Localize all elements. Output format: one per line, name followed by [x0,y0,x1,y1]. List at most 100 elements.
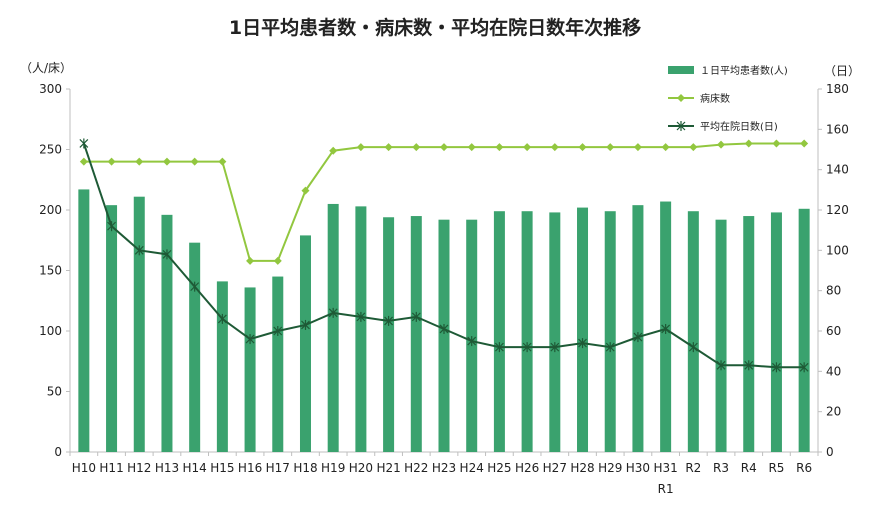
x-tick-label: R4 [741,461,757,475]
x-tick-sublabel: R1 [658,482,674,496]
x-tick-label: R3 [713,461,729,475]
right-tick-label: 160 [826,122,849,136]
x-tick-label: H10 [72,461,96,475]
x-tick-label: H12 [127,461,151,475]
point-avg-stay [772,362,781,373]
point-avg-stay [661,323,671,334]
lines-layer [79,138,809,373]
left-tick-label: 0 [54,445,62,459]
point-beds [467,143,476,152]
bar-patients [355,206,367,452]
left-tick-label: 150 [39,264,62,278]
point-beds [523,143,532,152]
right-tick-label: 0 [826,445,834,459]
point-avg-stay [134,245,144,256]
point-beds [578,143,587,152]
right-tick-label: 140 [826,163,849,177]
x-tick-label: H28 [570,461,594,475]
x-tick-label: H14 [183,461,207,475]
point-avg-stay [744,360,754,371]
point-beds [384,143,393,152]
x-tick-label: H18 [293,461,317,475]
bars-layer [78,189,810,452]
x-tick-label: H22 [404,461,428,475]
point-avg-stay [273,326,283,336]
point-avg-stay [384,315,394,326]
right-tick-label: 100 [826,243,849,257]
bar-patients [272,276,284,452]
point-avg-stay [467,336,477,347]
point-avg-stay [217,313,227,324]
x-tick-label: H27 [543,461,567,475]
x-tick-label: H21 [376,461,400,475]
legend-label-beds: 病床数 [700,92,730,105]
bar-patients [189,242,201,452]
point-avg-stay [688,342,698,353]
point-beds [633,143,642,152]
right-tick-label: 40 [826,364,841,378]
point-beds [329,146,338,155]
bar-patients [216,281,228,452]
bar-patients [687,211,699,452]
point-beds [440,143,448,152]
point-beds [606,143,615,152]
bar-patients [632,205,644,452]
x-tick-label: R6 [796,461,812,475]
point-beds [550,143,559,152]
x-tick-label: H15 [210,461,234,475]
bar-patients [604,211,616,452]
left-axis-unit: （人/床） [20,61,72,75]
point-beds [661,143,670,152]
point-beds [772,139,781,148]
point-avg-stay [578,338,587,349]
point-beds [356,143,365,152]
x-tick-label: H30 [626,461,650,475]
legend-marker-beds [677,94,685,102]
x-tick-label: H11 [99,461,123,475]
bar-patients [133,196,145,452]
bar-patients [466,219,478,452]
chart-title: 1日平均患者数・病床数・平均在院日数年次推移 [229,16,641,39]
point-avg-stay [79,138,89,149]
point-beds [717,140,726,149]
point-beds [246,256,255,265]
right-tick-label: 80 [826,284,841,298]
bar-patients [327,203,339,452]
x-tick-label: H25 [487,461,511,475]
right-tick-label: 20 [826,405,841,419]
bar-patients [78,189,90,452]
point-avg-stay [301,319,310,330]
bar-patients [161,214,173,452]
point-beds [301,186,310,195]
legend-marker-avg-stay [676,121,686,131]
bar-patients [299,235,311,452]
point-beds [273,256,282,265]
point-beds [79,157,88,166]
point-avg-stay [356,311,366,322]
bar-patients [743,216,755,452]
bar-patients [106,205,118,452]
bar-patients [493,211,505,452]
bar-patients [715,219,727,452]
bar-patients [244,287,256,452]
bar-patients [770,212,782,452]
right-tick-label: 180 [826,82,849,96]
point-beds [190,157,199,166]
point-avg-stay [522,342,532,353]
left-tick-label: 50 [47,385,62,399]
point-avg-stay [605,342,615,353]
x-tick-label: H19 [321,461,345,475]
point-avg-stay [494,342,504,353]
point-beds [744,139,753,148]
left-tick-label: 100 [39,324,62,338]
legend-swatch-patients [668,66,694,74]
bar-patients [383,217,395,452]
point-beds [689,143,698,152]
point-beds [495,143,504,152]
x-tick-label: H29 [598,461,622,475]
point-beds [800,139,809,148]
point-avg-stay [633,332,643,343]
